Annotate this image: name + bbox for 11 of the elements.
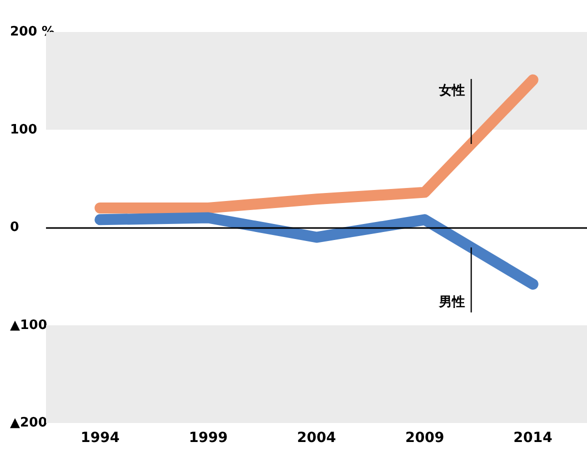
- x-tick-label: 2014: [513, 430, 553, 446]
- text: 男性: [438, 294, 466, 310]
- x-tick-label: 2004: [297, 430, 336, 446]
- y-tick-label: ▲100: [10, 318, 48, 333]
- x-tick-label: 1999: [188, 430, 228, 446]
- x-tick-label: 1994: [80, 430, 120, 446]
- x-tick-label: 2009: [405, 430, 444, 446]
- y-tick-label: 0: [10, 220, 20, 235]
- y-tick-label: ▲200: [10, 416, 48, 430]
- text: 女性: [438, 83, 466, 98]
- y-tick-label: 100: [10, 122, 38, 138]
